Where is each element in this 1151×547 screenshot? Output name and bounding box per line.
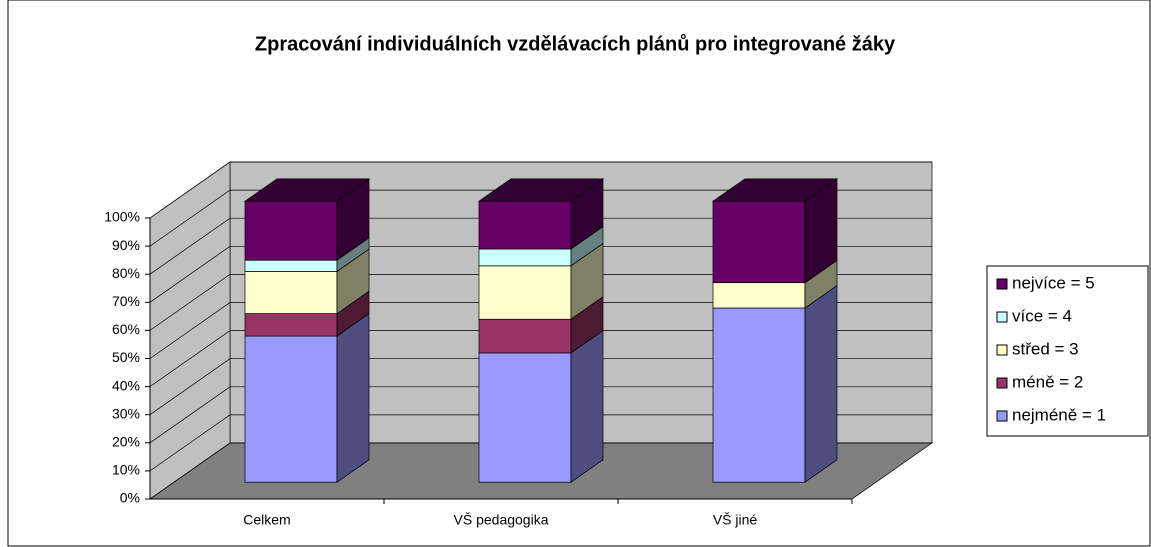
legend-swatch [996,311,1008,323]
bar-front [478,248,572,267]
y-tick-label: 60% [112,321,140,337]
grid-line [149,386,932,444]
y-tick-label: 100% [104,209,140,225]
grid-line [149,442,932,500]
y-tick-label: 40% [112,377,140,393]
legend-swatch [996,377,1008,389]
bar-front [244,259,338,272]
grid-line [149,245,932,303]
bar-top [711,178,839,202]
bar-front [244,200,338,261]
legend-label: více = 4 [1012,306,1072,325]
bar-front [712,282,806,309]
grid-line [149,358,932,415]
x-tick-label: VŠ jiné [713,512,758,528]
bar-front [478,352,572,483]
bar-front [478,318,572,354]
bar-top [243,178,371,202]
legend-label: nejvíce = 5 [1012,273,1095,292]
legend-label: nejméně = 1 [1012,405,1106,424]
bar-front [244,335,338,483]
y-tick-label: 0% [120,490,140,506]
grid-line [149,414,932,472]
y-tick-label: 30% [112,405,140,421]
legend-label: méně = 2 [1012,372,1083,391]
x-tick-label: Celkem [243,512,290,528]
grid-line [149,161,932,219]
bar-front [244,313,338,337]
bar-front [478,200,572,250]
x-tick-label: VŠ pedagogika [454,512,549,528]
grid-line [149,217,932,275]
legend-label: střed = 3 [1012,339,1079,358]
bar-front [244,271,338,314]
grid-line [149,302,932,359]
bar-side [570,329,604,483]
y-tick-label: 70% [112,293,140,309]
y-tick-label: 50% [112,349,140,365]
grid-line [149,274,932,331]
y-tick-label: 20% [112,434,140,450]
chart-frame [7,0,1151,547]
chart-title: Zpracování individuálních vzdělávacích p… [255,33,896,55]
legend-swatch [996,410,1008,422]
bar-front [712,307,806,483]
y-tick-label: 90% [112,237,140,253]
grid-line [149,189,932,247]
bar-side [804,284,838,483]
legend-box [986,265,1149,437]
y-tick-label: 10% [112,462,140,478]
bar-top [477,178,605,202]
bar-front [478,265,572,320]
y-tick-label: 80% [112,265,140,281]
legend-swatch [996,344,1008,356]
bar-front [712,200,806,284]
grid-line [149,330,932,387]
bar-side [336,313,370,483]
legend-swatch [996,278,1008,290]
